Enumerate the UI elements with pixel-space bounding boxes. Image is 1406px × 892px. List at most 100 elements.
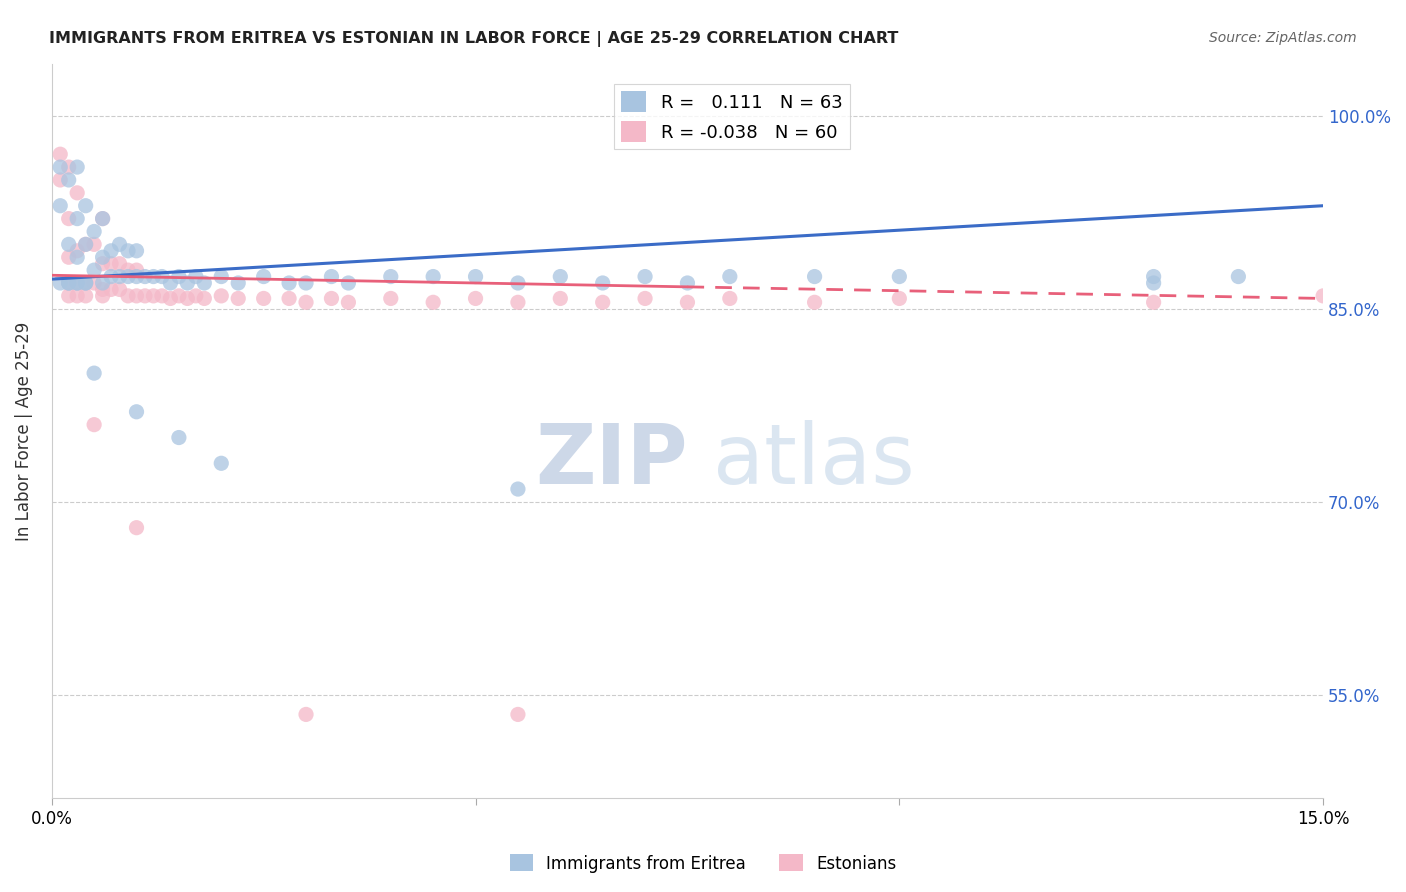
Point	[295, 276, 318, 290]
Point	[125, 405, 148, 419]
Point	[176, 292, 198, 306]
Point	[58, 237, 80, 252]
Point	[66, 244, 89, 258]
Point	[100, 257, 122, 271]
Point	[464, 269, 486, 284]
Point	[125, 521, 148, 535]
Point	[506, 276, 529, 290]
Point	[278, 292, 301, 306]
Point	[49, 199, 72, 213]
Point	[66, 211, 89, 226]
Point	[889, 292, 911, 306]
Point	[1142, 276, 1164, 290]
Point	[66, 276, 89, 290]
Point	[278, 276, 301, 290]
Point	[75, 276, 97, 290]
Point	[75, 276, 97, 290]
Point	[209, 289, 232, 303]
Point	[125, 289, 148, 303]
Point	[184, 269, 207, 284]
Point	[676, 295, 699, 310]
Point	[66, 250, 89, 264]
Point	[100, 282, 122, 296]
Point	[1142, 269, 1164, 284]
Point	[550, 269, 572, 284]
Point	[253, 269, 276, 284]
Point	[380, 269, 402, 284]
Point	[550, 292, 572, 306]
Point	[506, 482, 529, 496]
Point	[49, 276, 72, 290]
Point	[321, 269, 343, 284]
Point	[75, 289, 97, 303]
Point	[167, 269, 190, 284]
Point	[193, 292, 215, 306]
Point	[1142, 295, 1164, 310]
Legend: R =   0.111   N = 63, R = -0.038   N = 60: R = 0.111 N = 63, R = -0.038 N = 60	[614, 84, 849, 149]
Point	[49, 160, 72, 174]
Point	[117, 263, 139, 277]
Point	[380, 292, 402, 306]
Point	[1312, 289, 1334, 303]
Point	[592, 276, 614, 290]
Point	[1227, 269, 1250, 284]
Legend: Immigrants from Eritrea, Estonians: Immigrants from Eritrea, Estonians	[503, 847, 903, 880]
Point	[91, 211, 114, 226]
Point	[889, 269, 911, 284]
Point	[676, 276, 699, 290]
Point	[634, 269, 657, 284]
Point	[58, 160, 80, 174]
Point	[83, 263, 105, 277]
Point	[337, 295, 360, 310]
Point	[422, 269, 444, 284]
Point	[58, 173, 80, 187]
Text: IMMIGRANTS FROM ERITREA VS ESTONIAN IN LABOR FORCE | AGE 25-29 CORRELATION CHART: IMMIGRANTS FROM ERITREA VS ESTONIAN IN L…	[49, 31, 898, 47]
Point	[506, 707, 529, 722]
Point	[167, 289, 190, 303]
Point	[184, 289, 207, 303]
Point	[125, 263, 148, 277]
Point	[91, 250, 114, 264]
Point	[226, 292, 249, 306]
Point	[193, 276, 215, 290]
Point	[150, 269, 173, 284]
Point	[66, 276, 89, 290]
Point	[506, 295, 529, 310]
Point	[100, 269, 122, 284]
Point	[117, 289, 139, 303]
Point	[176, 276, 198, 290]
Point	[66, 160, 89, 174]
Point	[91, 257, 114, 271]
Point	[75, 276, 97, 290]
Point	[108, 237, 131, 252]
Text: atlas: atlas	[713, 420, 915, 501]
Point	[321, 292, 343, 306]
Point	[209, 456, 232, 470]
Point	[75, 237, 97, 252]
Point	[592, 295, 614, 310]
Point	[134, 269, 156, 284]
Point	[117, 244, 139, 258]
Point	[253, 292, 276, 306]
Point	[142, 289, 165, 303]
Point	[295, 707, 318, 722]
Point	[718, 292, 741, 306]
Y-axis label: In Labor Force | Age 25-29: In Labor Force | Age 25-29	[15, 321, 32, 541]
Point	[58, 276, 80, 290]
Point	[226, 276, 249, 290]
Text: ZIP: ZIP	[534, 420, 688, 501]
Point	[159, 276, 181, 290]
Point	[134, 289, 156, 303]
Point	[108, 282, 131, 296]
Point	[108, 269, 131, 284]
Point	[91, 211, 114, 226]
Point	[803, 295, 825, 310]
Point	[108, 257, 131, 271]
Point	[167, 431, 190, 445]
Point	[66, 276, 89, 290]
Text: Source: ZipAtlas.com: Source: ZipAtlas.com	[1209, 31, 1357, 45]
Point	[91, 289, 114, 303]
Point	[209, 269, 232, 284]
Point	[150, 289, 173, 303]
Point	[117, 269, 139, 284]
